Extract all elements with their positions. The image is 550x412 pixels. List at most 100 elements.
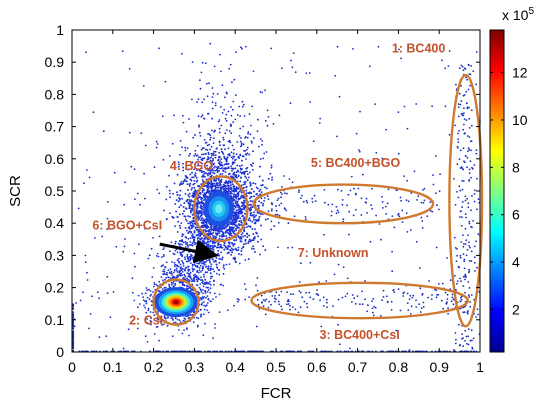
- data-point: [468, 117, 471, 120]
- data-point: [406, 292, 409, 295]
- data-point: [200, 196, 203, 199]
- data-point: [422, 305, 425, 308]
- data-point: [164, 80, 167, 83]
- data-point: [218, 181, 221, 183]
- data-point: [186, 147, 189, 150]
- data-point: [200, 245, 203, 248]
- data-point: [250, 188, 253, 191]
- data-point: [256, 211, 259, 214]
- data-point: [217, 120, 220, 123]
- data-point: [247, 242, 250, 245]
- data-point: [163, 272, 166, 275]
- data-point: [220, 178, 223, 181]
- data-point: [239, 180, 242, 183]
- data-point: [266, 124, 269, 127]
- data-point: [252, 162, 255, 165]
- data-point: [170, 272, 173, 275]
- data-point: [459, 296, 462, 299]
- data-point: [465, 216, 467, 219]
- data-point: [208, 223, 211, 225]
- data-point: [235, 51, 238, 54]
- data-point: [232, 223, 235, 226]
- data-point: [256, 205, 259, 208]
- data-point: [112, 291, 115, 293]
- data-point: [469, 140, 472, 143]
- data-point: [456, 280, 459, 282]
- data-point: [234, 118, 237, 121]
- data-point: [159, 320, 162, 323]
- cluster-label: 4: BGO: [170, 159, 213, 173]
- data-point: [180, 272, 183, 275]
- data-point: [210, 267, 213, 270]
- data-point: [212, 268, 215, 271]
- cluster-ellipse: [250, 281, 469, 320]
- data-point: [204, 62, 207, 64]
- data-point: [235, 229, 238, 232]
- data-point: [386, 300, 389, 303]
- data-point: [171, 274, 173, 276]
- data-point: [168, 189, 171, 192]
- data-point: [204, 278, 207, 281]
- data-point: [281, 308, 283, 311]
- data-point: [212, 234, 214, 237]
- data-point: [441, 59, 443, 62]
- data-point: [197, 258, 200, 261]
- data-point: [247, 132, 250, 135]
- data-point: [278, 294, 281, 297]
- data-point: [446, 257, 448, 259]
- data-point: [193, 182, 196, 185]
- data-point: [464, 154, 467, 157]
- data-point: [141, 292, 144, 295]
- data-point: [179, 274, 182, 277]
- data-point: [230, 223, 233, 226]
- data-point: [229, 180, 232, 183]
- data-point: [221, 172, 224, 175]
- cluster-label: 5: BC400+BGO: [311, 156, 401, 170]
- data-point: [222, 232, 225, 235]
- data-point: [203, 275, 205, 278]
- data-point: [200, 183, 203, 186]
- data-point: [201, 101, 204, 104]
- data-point: [152, 285, 155, 288]
- data-point: [191, 220, 194, 223]
- data-point: [206, 271, 209, 273]
- data-point: [226, 129, 228, 131]
- data-point: [378, 223, 381, 225]
- data-point: [230, 228, 233, 231]
- data-point: [198, 125, 201, 128]
- data-point: [237, 211, 240, 214]
- data-point: [188, 206, 191, 209]
- data-point: [248, 296, 251, 298]
- data-point: [199, 297, 202, 299]
- data-point: [197, 276, 199, 279]
- data-point: [247, 131, 250, 133]
- data-point: [228, 227, 231, 230]
- data-point: [196, 266, 199, 269]
- data-point: [160, 315, 163, 318]
- data-point: [178, 329, 180, 331]
- data-point: [182, 277, 185, 280]
- data-point: [468, 270, 471, 273]
- data-point: [144, 292, 147, 295]
- data-point: [161, 288, 164, 290]
- data-point: [265, 298, 268, 301]
- data-point: [470, 149, 472, 152]
- data-point: [202, 292, 204, 295]
- data-point: [188, 199, 191, 201]
- data-point: [362, 173, 364, 176]
- data-point: [239, 127, 242, 130]
- data-point: [189, 255, 192, 258]
- data-point: [201, 224, 204, 227]
- data-point: [182, 121, 185, 124]
- data-point: [461, 216, 463, 219]
- data-point: [456, 282, 458, 285]
- data-point: [189, 215, 192, 218]
- data-point: [186, 255, 189, 258]
- data-point: [240, 46, 242, 49]
- data-point: [426, 215, 429, 218]
- data-point: [468, 172, 471, 175]
- data-point: [470, 109, 473, 111]
- data-point: [193, 268, 196, 271]
- data-point: [176, 318, 179, 321]
- data-point: [238, 298, 240, 301]
